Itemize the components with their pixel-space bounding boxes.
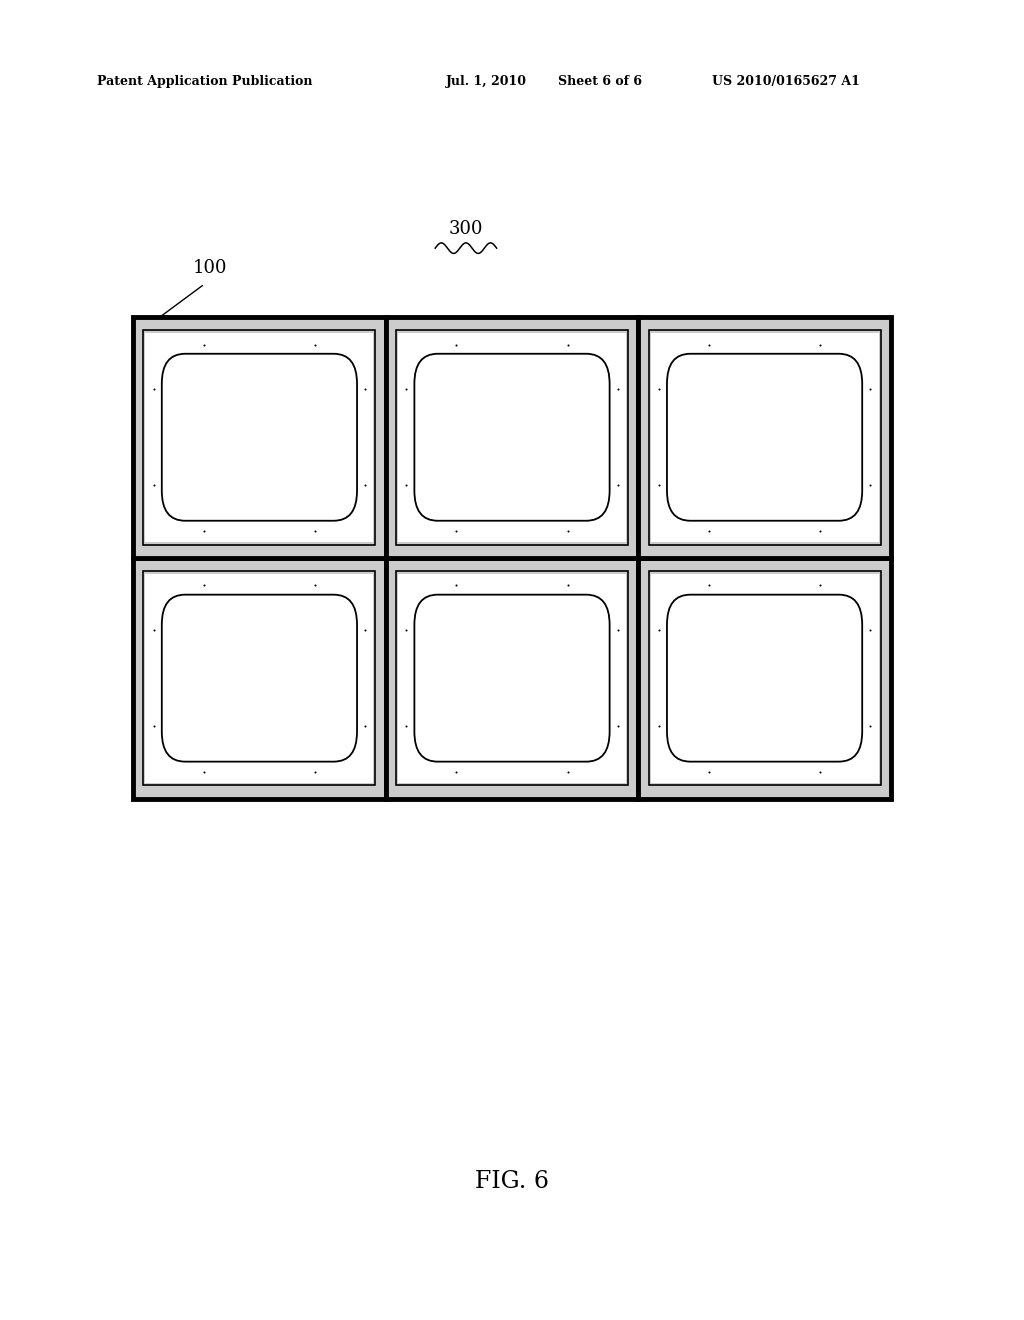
Bar [648,570,881,785]
Bar [133,557,386,799]
Bar [386,317,638,557]
FancyBboxPatch shape [415,354,609,520]
Bar [638,317,891,557]
FancyBboxPatch shape [162,594,357,762]
FancyBboxPatch shape [415,594,609,762]
Bar [145,333,374,541]
FancyBboxPatch shape [667,354,862,520]
Text: 300: 300 [449,219,483,238]
Text: FIG. 6: FIG. 6 [475,1170,549,1193]
Bar [398,333,626,541]
Bar [398,573,626,783]
Bar [145,573,374,783]
Bar [143,330,376,544]
Text: US 2010/0165627 A1: US 2010/0165627 A1 [712,75,859,88]
FancyBboxPatch shape [667,594,862,762]
Bar [396,330,628,544]
Bar [143,570,376,785]
Bar [386,557,638,799]
Bar [648,330,881,544]
Text: Sheet 6 of 6: Sheet 6 of 6 [558,75,642,88]
Bar [638,557,891,799]
Text: 100: 100 [193,259,227,277]
Text: Patent Application Publication: Patent Application Publication [97,75,312,88]
Bar [650,333,879,541]
Bar [650,573,879,783]
FancyBboxPatch shape [162,354,357,520]
Text: Jul. 1, 2010: Jul. 1, 2010 [445,75,526,88]
Bar [396,570,628,785]
Bar [133,317,386,557]
